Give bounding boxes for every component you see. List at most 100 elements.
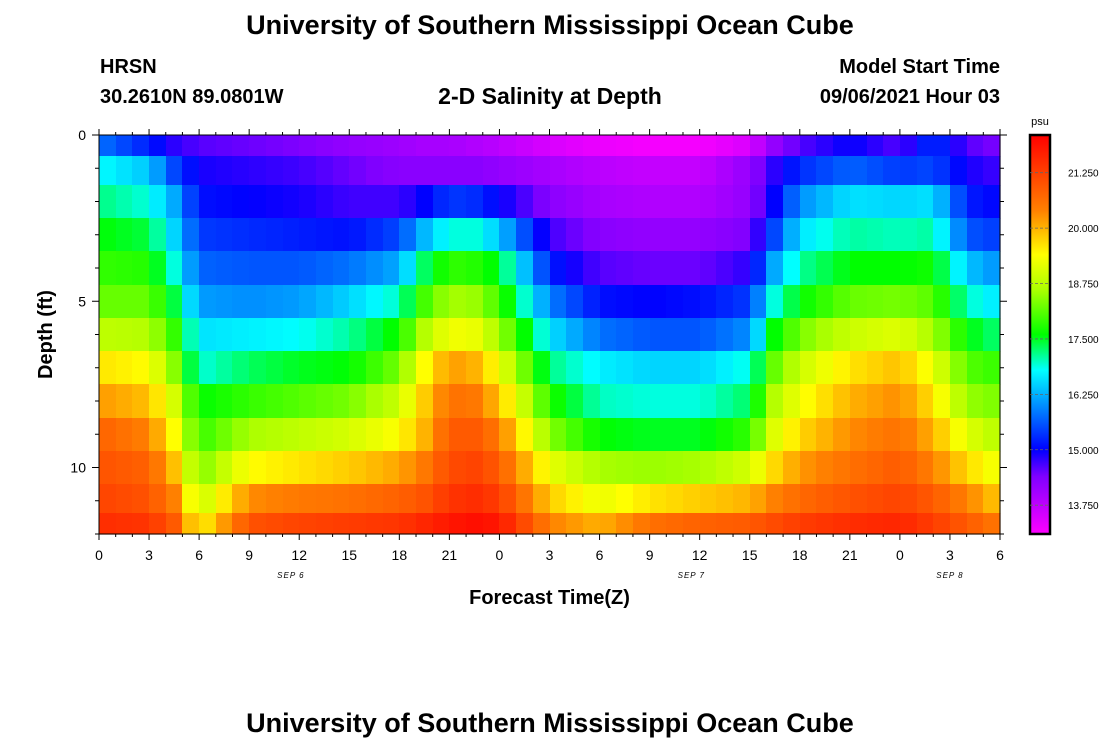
colorbar-tick-label: 20.000 <box>1068 224 1099 235</box>
heatmap-cell <box>700 418 717 452</box>
heatmap-cell <box>783 513 801 535</box>
heatmap-cell <box>566 418 584 452</box>
heatmap-cell <box>283 351 300 385</box>
heatmap-cell <box>616 285 634 319</box>
heatmap-cell <box>800 451 817 485</box>
heatmap-cell <box>850 251 868 286</box>
heatmap-cell <box>867 484 884 514</box>
colorbar-unit: psu <box>1031 116 1049 128</box>
heatmap-cell <box>917 418 934 452</box>
heatmap-cell <box>783 285 801 319</box>
heatmap-cell <box>900 318 918 352</box>
heatmap-cell <box>783 318 801 352</box>
heatmap-cell <box>499 451 517 485</box>
heatmap-cell <box>733 418 751 452</box>
heatmap-cell <box>800 318 817 352</box>
heatmap-cell <box>449 351 467 385</box>
heatmap-cell <box>750 218 767 252</box>
heatmap-cell <box>867 384 884 419</box>
heatmap-cell <box>366 351 384 385</box>
heatmap-cell <box>316 451 334 485</box>
heatmap-cell <box>533 418 551 452</box>
heatmap-cell <box>132 251 150 286</box>
heatmap-cell <box>766 285 784 319</box>
heatmap-cell <box>750 251 767 286</box>
heatmap-cell <box>917 285 934 319</box>
heatmap-cell <box>566 384 584 419</box>
heatmap-cell <box>783 384 801 419</box>
heatmap-cell <box>149 451 167 485</box>
heatmap-cell <box>783 218 801 252</box>
heatmap-cell <box>850 318 868 352</box>
heatmap-cell <box>550 484 567 514</box>
heatmap-cell <box>950 185 968 219</box>
heatmap-cell <box>199 251 217 286</box>
x-tick-label: 18 <box>392 547 408 563</box>
heatmap-cell <box>499 418 517 452</box>
heatmap-cell <box>199 384 217 419</box>
heatmap-cell <box>366 384 384 419</box>
heatmap-cell <box>483 156 500 186</box>
heatmap-cell <box>650 351 667 385</box>
heatmap-cell <box>716 185 734 219</box>
heatmap-cell <box>232 251 250 286</box>
heatmap-cell <box>182 513 200 535</box>
heatmap-cell <box>750 384 767 419</box>
heatmap-cell <box>416 251 434 286</box>
heatmap-cell <box>917 156 934 186</box>
heatmap-cell <box>583 513 601 535</box>
heatmap-cell <box>199 451 217 485</box>
heatmap-cell <box>550 384 567 419</box>
heatmap-cell <box>766 156 784 186</box>
heatmap-cell <box>867 156 884 186</box>
heatmap-cell <box>583 418 601 452</box>
heatmap-cell <box>499 318 517 352</box>
heatmap-cell <box>433 484 450 514</box>
heatmap-cell <box>883 156 901 186</box>
heatmap-cell <box>132 285 150 319</box>
heatmap-cell <box>666 513 684 535</box>
heatmap-cell <box>700 451 717 485</box>
heatmap-cell <box>833 513 851 535</box>
heatmap-cell <box>783 156 801 186</box>
heatmap-cell <box>399 418 417 452</box>
heatmap-cell <box>216 418 233 452</box>
heatmap-cell <box>132 418 150 452</box>
heatmap-cell <box>533 156 551 186</box>
heatmap-cell <box>933 218 951 252</box>
heatmap-cell <box>483 418 500 452</box>
heatmap-cell <box>316 484 334 514</box>
heatmap-cell <box>132 451 150 485</box>
heatmap-cell <box>950 318 968 352</box>
heatmap-cell <box>416 351 434 385</box>
heatmap-cell <box>299 513 317 535</box>
heatmap-cell <box>900 285 918 319</box>
model-start-label: Model Start Time <box>839 56 1000 78</box>
heatmap-cell <box>750 351 767 385</box>
heatmap-cell <box>316 513 334 535</box>
heatmap-cell <box>182 384 200 419</box>
heatmap-cell <box>449 251 467 286</box>
heatmap-cell <box>249 135 267 157</box>
heatmap-cell <box>466 185 484 219</box>
heatmap-cell <box>566 484 584 514</box>
heatmap-cell <box>816 185 834 219</box>
heatmap-cell <box>533 218 551 252</box>
heatmap-cell <box>950 218 968 252</box>
heatmap-cell <box>383 318 400 352</box>
heatmap-cell <box>299 484 317 514</box>
x-tick-label: 15 <box>341 547 357 563</box>
heatmap-cell <box>716 418 734 452</box>
heatmap-cell <box>750 451 767 485</box>
heatmap-cell <box>550 156 567 186</box>
heatmap-cell <box>633 135 651 157</box>
heatmap-cell <box>116 513 133 535</box>
heatmap-cell <box>283 451 300 485</box>
heatmap-cell <box>766 384 784 419</box>
heatmap-cell <box>783 351 801 385</box>
heatmap-cell <box>867 285 884 319</box>
heatmap-cell <box>900 418 918 452</box>
heatmap-cell <box>833 484 851 514</box>
heatmap-cell <box>182 318 200 352</box>
heatmap-cell <box>533 135 551 157</box>
